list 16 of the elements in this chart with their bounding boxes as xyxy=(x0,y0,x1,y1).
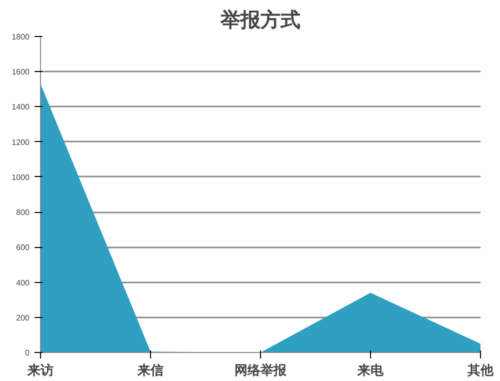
y-tick-label: 1600 xyxy=(12,68,30,77)
y-tick-label: 1400 xyxy=(12,102,30,112)
x-tick-label: 来访 xyxy=(26,362,54,378)
y-tick-label: 400 xyxy=(16,278,30,288)
x-tick-label: 来信 xyxy=(136,364,164,378)
y-tick-label: 1800 xyxy=(12,32,30,42)
y-tick-label: 200 xyxy=(16,313,30,322)
x-tick-label: 网络举报 xyxy=(234,362,288,378)
x-tick-label: 来电 xyxy=(356,364,384,378)
x-tick-label: 其他 xyxy=(466,364,494,378)
y-tick-label: 0 xyxy=(25,348,30,358)
y-tick-label: 1200 xyxy=(12,138,30,147)
chart-title: 举报方式 xyxy=(220,8,300,32)
y-tick-label: 600 xyxy=(16,243,30,252)
y-tick-label: 1000 xyxy=(12,172,30,182)
y-tick-label: 800 xyxy=(16,208,30,218)
